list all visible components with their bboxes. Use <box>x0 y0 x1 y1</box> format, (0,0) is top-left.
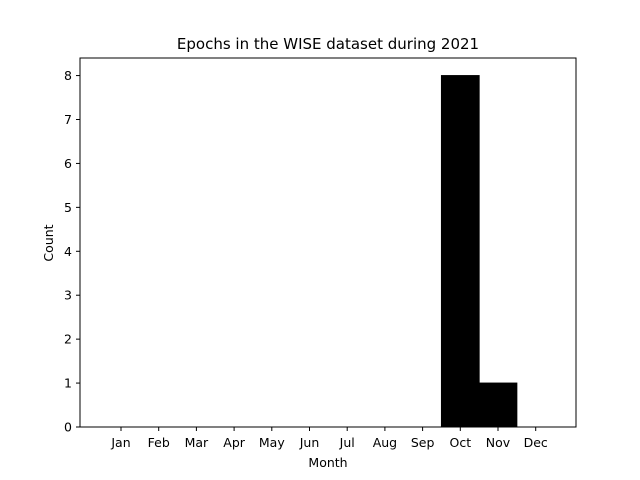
x-axis-label: Month <box>308 455 347 470</box>
y-tick-label: 4 <box>64 244 72 259</box>
x-tick-label: Oct <box>449 435 471 450</box>
x-axis-ticks: Jan Feb Mar Apr May Jun Jul Aug Sep Oct Nov Dec <box>110 427 548 450</box>
y-tick-label: 5 <box>64 200 72 215</box>
y-tick-label: 0 <box>64 420 72 435</box>
y-axis-label: Count <box>41 224 56 261</box>
y-tick-label: 8 <box>64 68 72 83</box>
x-tick-label: Feb <box>148 435 170 450</box>
x-tick-label: Aug <box>373 435 397 450</box>
x-tick-label: Apr <box>223 435 245 450</box>
x-tick-label: Nov <box>486 435 511 450</box>
y-tick-label: 2 <box>64 332 72 347</box>
x-tick-label: Jun <box>299 435 320 450</box>
x-tick-label: May <box>259 435 285 450</box>
y-axis-ticks: 0 1 2 3 4 5 6 7 8 <box>64 68 80 435</box>
chart-title: Epochs in the WISE dataset during 2021 <box>177 35 479 53</box>
y-tick-label: 6 <box>64 156 72 171</box>
plot-frame <box>79 57 577 428</box>
y-tick-label: 3 <box>64 288 72 303</box>
bars-layer <box>102 75 555 428</box>
x-tick-label: Mar <box>185 435 209 450</box>
x-tick-label: Jan <box>110 435 130 450</box>
y-tick-label: 7 <box>64 112 72 127</box>
y-tick-label: 1 <box>64 376 72 391</box>
x-tick-label: Jul <box>339 435 355 450</box>
bar-oct <box>440 75 480 428</box>
bar-nov <box>478 382 518 428</box>
x-tick-label: Sep <box>411 435 435 450</box>
x-tick-label: Dec <box>524 435 548 450</box>
